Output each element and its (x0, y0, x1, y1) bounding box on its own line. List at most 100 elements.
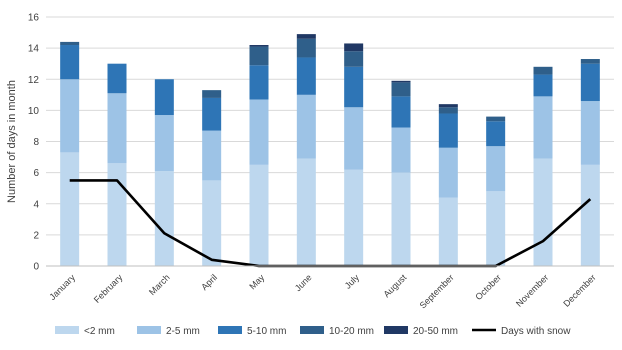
bar-segment (391, 80, 411, 83)
bar-segment (249, 99, 269, 165)
bar-segment (438, 107, 458, 114)
bar-segment (296, 94, 316, 159)
legend-item: Days with snow (472, 326, 571, 337)
bar-segment (344, 51, 364, 67)
bar-stacks (60, 34, 600, 266)
bar-segment (438, 113, 458, 148)
x-tick-label: October (473, 272, 503, 302)
legend-label: 5-10 mm (247, 326, 286, 337)
bar-segment (60, 45, 80, 80)
bar-stack (580, 59, 600, 266)
x-tick-label: August (382, 272, 409, 299)
bar-segment (107, 163, 127, 266)
bar-segment (438, 147, 458, 198)
bar-segment (391, 127, 411, 173)
legend-label: Days with snow (501, 326, 571, 337)
snow-days-line (69, 179, 592, 268)
bar-segment (580, 59, 600, 64)
bar-segment (533, 66, 553, 75)
bar-segment (249, 164, 269, 266)
x-tick-label: December (561, 272, 597, 308)
legend-swatch (300, 326, 324, 334)
y-axis-title: Number of days in month (6, 80, 18, 203)
bar-segment (249, 46, 269, 66)
bar-segment (344, 66, 364, 108)
bar-segment (296, 34, 316, 39)
bar-segment (202, 180, 222, 266)
bar-segment (533, 74, 553, 97)
bar-segment (391, 172, 411, 266)
legend-label: 20-50 mm (413, 326, 458, 337)
x-tick-label: September (418, 272, 456, 310)
bar-segment (580, 101, 600, 165)
bar-segment (154, 79, 174, 116)
y-tick-label: 4 (33, 199, 39, 210)
bar-segment (580, 164, 600, 266)
y-tick-label: 14 (28, 44, 40, 55)
x-tick-label: January (47, 272, 77, 302)
bar-stack (533, 66, 553, 266)
bar-segment (438, 197, 458, 266)
y-tick-label: 16 (28, 13, 40, 24)
bar-stack (60, 41, 80, 266)
bar-segment (202, 97, 222, 131)
bar-segment (486, 121, 506, 147)
x-tick-label: July (343, 272, 362, 291)
legend-item: <2 mm (55, 326, 115, 337)
legend-swatch (55, 326, 79, 334)
legend-swatch (137, 326, 161, 334)
legend-item: 20-50 mm (384, 326, 458, 337)
bar-segment (107, 93, 127, 164)
bar-stack (249, 45, 269, 266)
bar-segment (154, 115, 174, 172)
bar-segment (486, 191, 506, 266)
x-tick-label: April (199, 272, 219, 292)
bar-segment (249, 45, 269, 47)
bar-stack (107, 63, 127, 266)
x-tick-label: November (514, 272, 550, 308)
bar-stack (154, 79, 174, 266)
bar-stack (438, 104, 458, 266)
bar-segment (580, 63, 600, 102)
y-tick-label: 8 (33, 137, 39, 148)
legend: <2 mm 2-5 mm 5-10 mm 10-20 mm 20-50 mm Days w… (55, 326, 571, 337)
legend-item: 5-10 mm (218, 326, 286, 337)
bar-segment (533, 158, 553, 266)
bar-segment (391, 82, 411, 97)
bar-segment (533, 96, 553, 159)
y-tick-label: 2 (33, 230, 39, 241)
y-tick-label: 0 (33, 262, 39, 273)
bar-segment (344, 169, 364, 266)
y-tick-label: 12 (28, 75, 40, 86)
bar-segment (486, 146, 506, 192)
grid-lines (46, 16, 614, 236)
bar-segment (296, 57, 316, 95)
bar-segment (60, 79, 80, 153)
bar-segment (438, 104, 458, 108)
x-tick-label: June (293, 272, 314, 293)
bar-segment (486, 116, 506, 122)
bar-stack (344, 43, 364, 266)
bar-segment (60, 41, 80, 46)
bar-segment (202, 130, 222, 181)
y-tick-label: 6 (33, 168, 39, 179)
x-tick-label: May (247, 272, 266, 291)
bar-segment (107, 63, 127, 94)
bar-stack (202, 90, 222, 266)
legend-label: <2 mm (84, 326, 115, 337)
y-axis-ticks: 0 2 4 6 8 10 12 14 16 (28, 13, 40, 273)
legend-label: 10-20 mm (329, 326, 374, 337)
y-tick-label: 10 (28, 106, 40, 117)
bar-stack (486, 116, 506, 266)
bar-segment (296, 158, 316, 266)
x-tick-label: March (147, 272, 172, 297)
bar-segment (344, 107, 364, 170)
bar-segment (344, 43, 364, 52)
legend-swatch (218, 326, 242, 334)
bar-segment (391, 96, 411, 128)
legend-item: 2-5 mm (137, 326, 200, 337)
bar-segment (154, 171, 174, 266)
bar-stack (391, 80, 411, 266)
bar-segment (60, 152, 80, 266)
